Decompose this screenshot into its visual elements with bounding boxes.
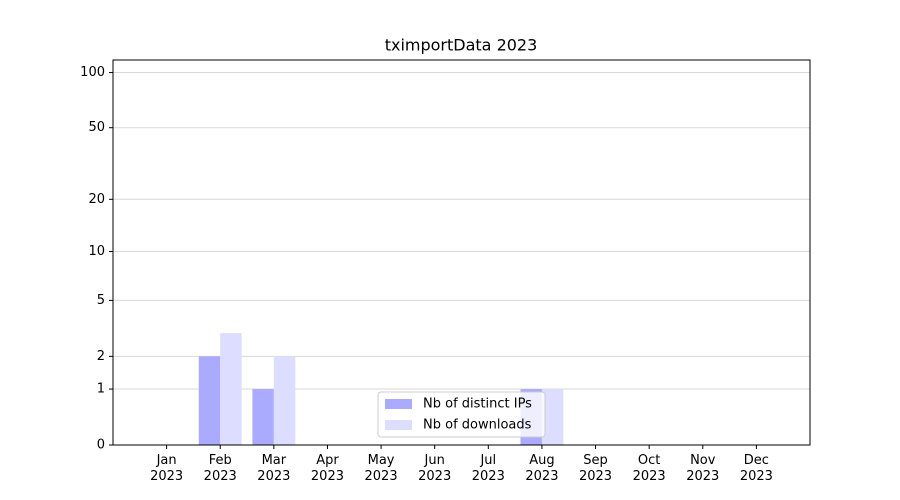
y-tick-label: 5 — [97, 293, 105, 308]
y-tick-label: 1 — [97, 382, 105, 397]
legend-box — [377, 391, 546, 438]
y-tick-label: 10 — [88, 244, 105, 259]
bar — [252, 389, 274, 445]
y-tick-label: 20 — [88, 192, 105, 207]
x-tick-label: Sep 2023 — [578, 453, 613, 484]
x-tick-label: Jun 2023 — [418, 453, 452, 484]
bar — [198, 356, 221, 445]
x-tick-label: Dec 2023 — [739, 453, 773, 484]
bar — [541, 389, 564, 445]
y-tick-label: 100 — [80, 65, 105, 80]
x-tick-label: Aug 2023 — [525, 453, 559, 484]
x-tick-label: Jan 2023 — [150, 453, 184, 484]
legend-swatch — [385, 399, 412, 409]
y-tick-label: 50 — [88, 120, 105, 135]
x-tick-label: Oct 2023 — [632, 453, 666, 484]
legend: Nb of distinct IPs Nb of downloads — [377, 391, 546, 438]
legend-label: Nb of distinct IPs — [423, 397, 532, 412]
x-tick-label: Mar 2023 — [257, 453, 291, 484]
x-tick-label: Nov 2023 — [686, 453, 720, 484]
bar — [220, 333, 242, 445]
y-tick-label: 0 — [97, 438, 105, 453]
y-tick-label: 2 — [97, 349, 105, 364]
bar — [273, 356, 296, 445]
legend-label: Nb of downloads — [423, 418, 532, 433]
x-tick-label: May 2023 — [364, 453, 398, 484]
chart-title: tximportData 2023 — [385, 36, 538, 55]
legend-swatch — [385, 420, 412, 430]
x-tick-label: Feb 2023 — [203, 453, 237, 484]
x-tick-label: Apr 2023 — [310, 453, 344, 484]
plot-frame — [112, 59, 811, 446]
x-tick-label: Jul 2023 — [471, 453, 505, 484]
